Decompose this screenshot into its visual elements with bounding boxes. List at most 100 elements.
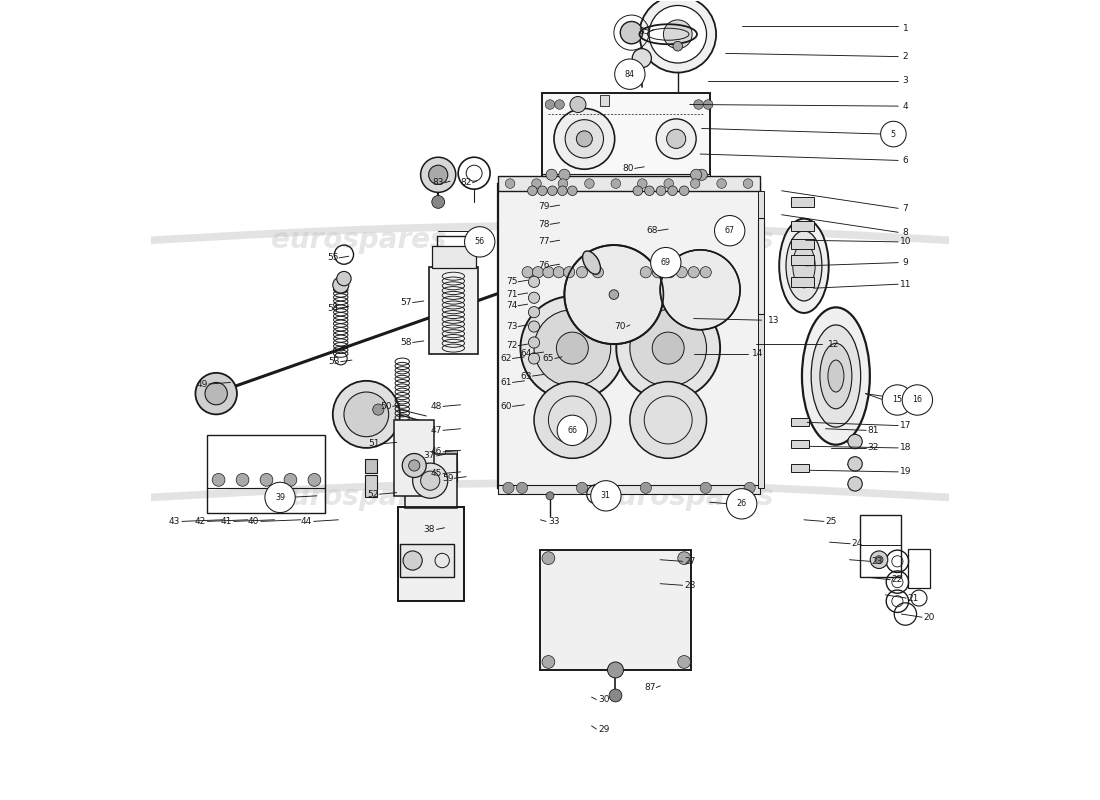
Circle shape [584, 178, 594, 188]
Circle shape [882, 385, 913, 415]
Text: 10: 10 [900, 238, 911, 246]
Text: 83: 83 [432, 178, 444, 187]
Text: 87: 87 [645, 683, 656, 692]
Circle shape [576, 131, 592, 147]
Circle shape [542, 552, 554, 565]
Circle shape [337, 271, 351, 286]
Circle shape [420, 471, 440, 490]
Circle shape [505, 178, 515, 188]
Circle shape [696, 170, 707, 180]
Circle shape [657, 186, 665, 195]
Bar [444, 462, 456, 482]
Text: 9: 9 [902, 258, 909, 267]
Text: eurospares: eurospares [271, 226, 447, 254]
Text: 78: 78 [538, 220, 549, 229]
Circle shape [848, 477, 862, 491]
Text: 54: 54 [327, 304, 339, 313]
Circle shape [638, 178, 647, 188]
Text: 42: 42 [195, 517, 206, 526]
Text: 84: 84 [625, 70, 635, 78]
Circle shape [645, 186, 654, 195]
Circle shape [576, 482, 587, 494]
Text: 43: 43 [169, 517, 180, 526]
Text: 76: 76 [538, 262, 549, 270]
Circle shape [531, 178, 541, 188]
Circle shape [373, 404, 384, 415]
Text: 59: 59 [442, 474, 453, 482]
Circle shape [902, 385, 933, 415]
Circle shape [557, 332, 588, 364]
Text: 24: 24 [851, 539, 864, 548]
Circle shape [649, 6, 706, 63]
Circle shape [576, 266, 587, 278]
Text: 3: 3 [902, 76, 909, 85]
Circle shape [700, 482, 712, 494]
Circle shape [429, 166, 448, 184]
Text: 6: 6 [902, 156, 909, 165]
Ellipse shape [786, 230, 822, 301]
Circle shape [554, 100, 564, 110]
Text: 48: 48 [431, 402, 442, 411]
Text: 46: 46 [431, 447, 442, 457]
Circle shape [564, 245, 663, 344]
Text: 8: 8 [902, 228, 909, 237]
Circle shape [848, 457, 862, 471]
Text: 1: 1 [902, 24, 909, 33]
Ellipse shape [820, 343, 851, 409]
Circle shape [881, 122, 906, 147]
Circle shape [265, 482, 295, 513]
Circle shape [591, 481, 622, 511]
Circle shape [676, 266, 688, 278]
Text: 11: 11 [900, 280, 911, 289]
Text: 32: 32 [868, 443, 879, 453]
Text: 63: 63 [520, 371, 531, 381]
Circle shape [236, 474, 249, 486]
Text: 68: 68 [647, 226, 658, 235]
Circle shape [528, 337, 540, 348]
Circle shape [848, 434, 862, 449]
Text: 25: 25 [825, 517, 837, 526]
Circle shape [558, 186, 568, 195]
Circle shape [703, 100, 713, 110]
Text: 60: 60 [500, 402, 512, 411]
Circle shape [528, 292, 540, 303]
Circle shape [538, 186, 547, 195]
Circle shape [620, 22, 642, 44]
Circle shape [528, 276, 540, 287]
Text: 18: 18 [900, 443, 911, 453]
Text: 80: 80 [623, 164, 634, 173]
Text: 74: 74 [506, 302, 517, 310]
Ellipse shape [583, 251, 601, 274]
Circle shape [260, 474, 273, 486]
Circle shape [717, 178, 726, 188]
Circle shape [570, 97, 586, 113]
Bar [791, 277, 814, 286]
Text: 65: 65 [542, 354, 554, 363]
Circle shape [874, 556, 883, 564]
Circle shape [517, 482, 528, 494]
Circle shape [333, 277, 349, 293]
Circle shape [694, 100, 703, 110]
Bar [405, 454, 456, 508]
Circle shape [657, 119, 696, 159]
Bar [758, 218, 764, 314]
Circle shape [542, 266, 554, 278]
Text: 39: 39 [275, 493, 285, 502]
Bar [542, 93, 710, 176]
Circle shape [563, 266, 575, 278]
Text: 5: 5 [891, 130, 896, 138]
Circle shape [664, 178, 673, 188]
Ellipse shape [793, 244, 815, 288]
Bar [207, 435, 324, 514]
Text: 85: 85 [638, 26, 650, 35]
Text: 62: 62 [500, 354, 512, 363]
Circle shape [640, 482, 651, 494]
Circle shape [558, 178, 568, 188]
Text: 51: 51 [368, 439, 381, 449]
Circle shape [609, 290, 618, 299]
Text: 33: 33 [548, 517, 560, 526]
Circle shape [464, 226, 495, 257]
Text: 56: 56 [475, 238, 485, 246]
Circle shape [432, 195, 444, 208]
Circle shape [420, 158, 455, 192]
